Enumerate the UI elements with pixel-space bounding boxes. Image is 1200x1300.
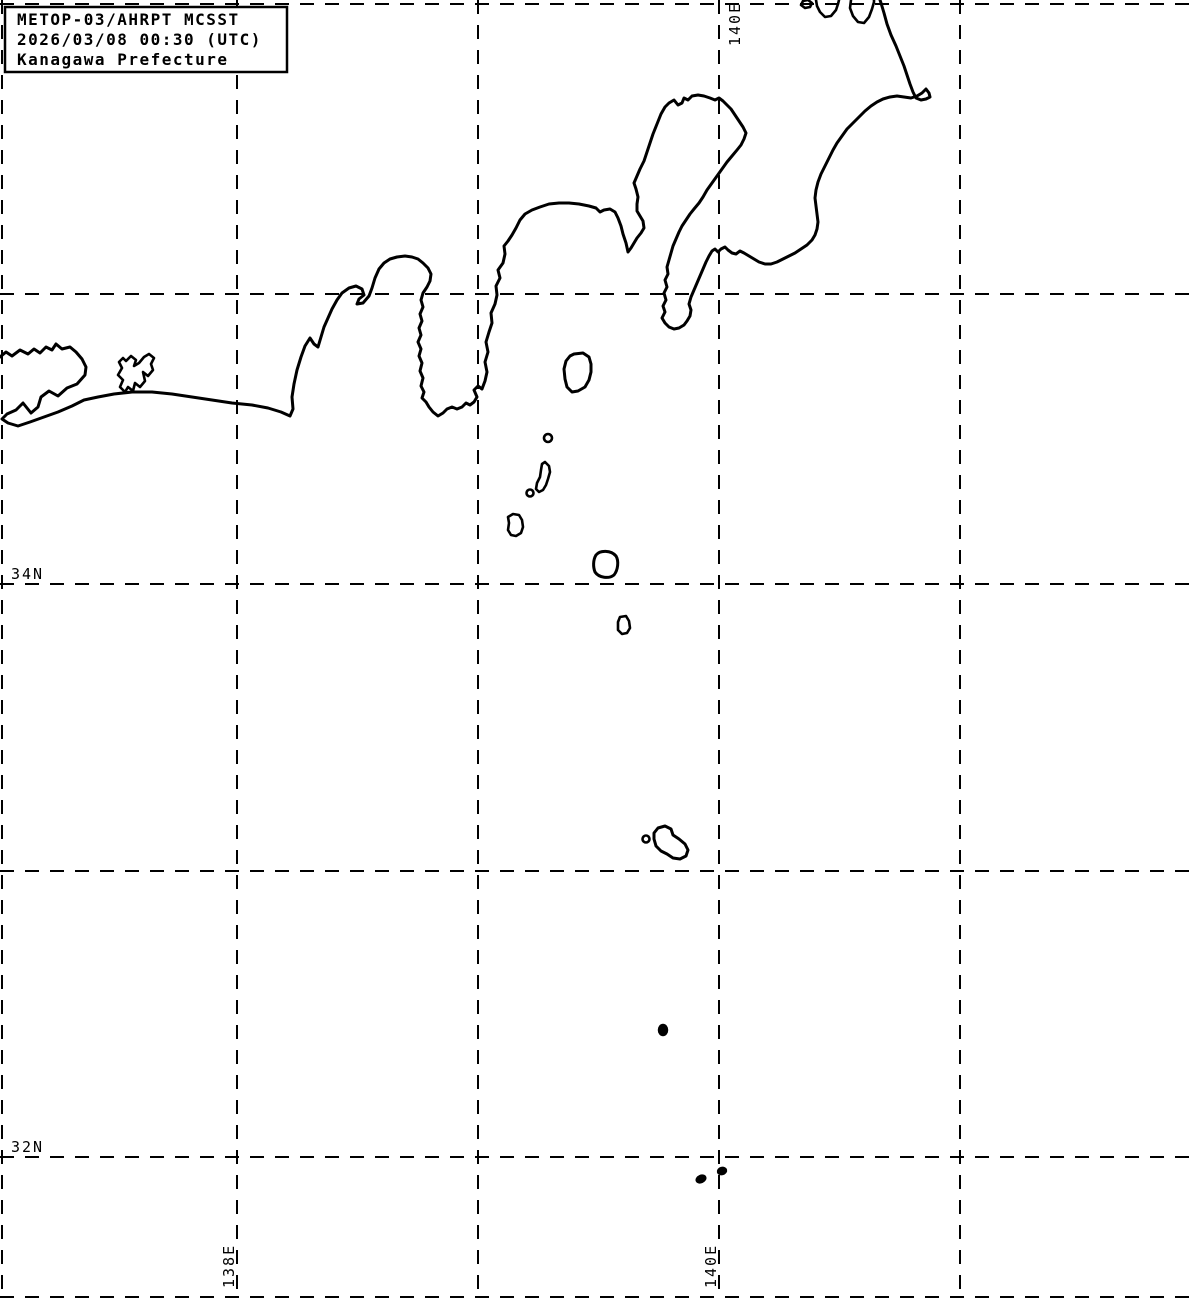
grid-label-140e-bottom: 140E bbox=[702, 1244, 720, 1288]
title-satellite-line: METOP-03/AHRPT MCSST bbox=[17, 10, 240, 29]
islet-rock-west bbox=[695, 1174, 707, 1184]
island-toshima bbox=[542, 432, 554, 444]
island-hachijojima bbox=[652, 824, 690, 861]
lake-hamana-outline bbox=[116, 352, 156, 394]
coastlines bbox=[0, 0, 932, 428]
coastline-honshu bbox=[0, 0, 932, 428]
island-kozushima bbox=[506, 512, 525, 538]
grid-label-34n: 34N bbox=[11, 565, 44, 583]
title-box: METOP-03/AHRPT MCSST 2026/03/08 00:30 (U… bbox=[3, 5, 289, 74]
title-box-frame bbox=[3, 5, 289, 74]
grid-label-32n: 32N bbox=[11, 1138, 44, 1156]
island-miyakejima bbox=[592, 549, 620, 579]
islet-rock-east bbox=[716, 1166, 728, 1176]
kashima-inlet-east bbox=[848, 0, 876, 25]
island-hachijo-kojima bbox=[641, 834, 651, 844]
island-niijima bbox=[534, 460, 552, 494]
grid-labels: 34N 32N 138E 140E 140E bbox=[11, 2, 744, 1288]
tone-rivermouth-blob bbox=[799, 0, 814, 10]
grid-label-140e-top: 140E bbox=[726, 2, 744, 46]
island-aogashima bbox=[657, 1023, 669, 1037]
island-mikurajima bbox=[616, 614, 632, 636]
title-region-line: Kanagawa Prefecture bbox=[17, 50, 229, 69]
izu-islands bbox=[506, 351, 728, 1184]
kashima-inlet-west bbox=[814, 0, 841, 19]
island-shikinejima bbox=[525, 488, 535, 498]
grid-label-138e-bottom: 138E bbox=[220, 1244, 238, 1288]
island-izu-oshima bbox=[562, 351, 593, 394]
title-datetime-line: 2026/03/08 00:30 (UTC) bbox=[17, 30, 262, 49]
